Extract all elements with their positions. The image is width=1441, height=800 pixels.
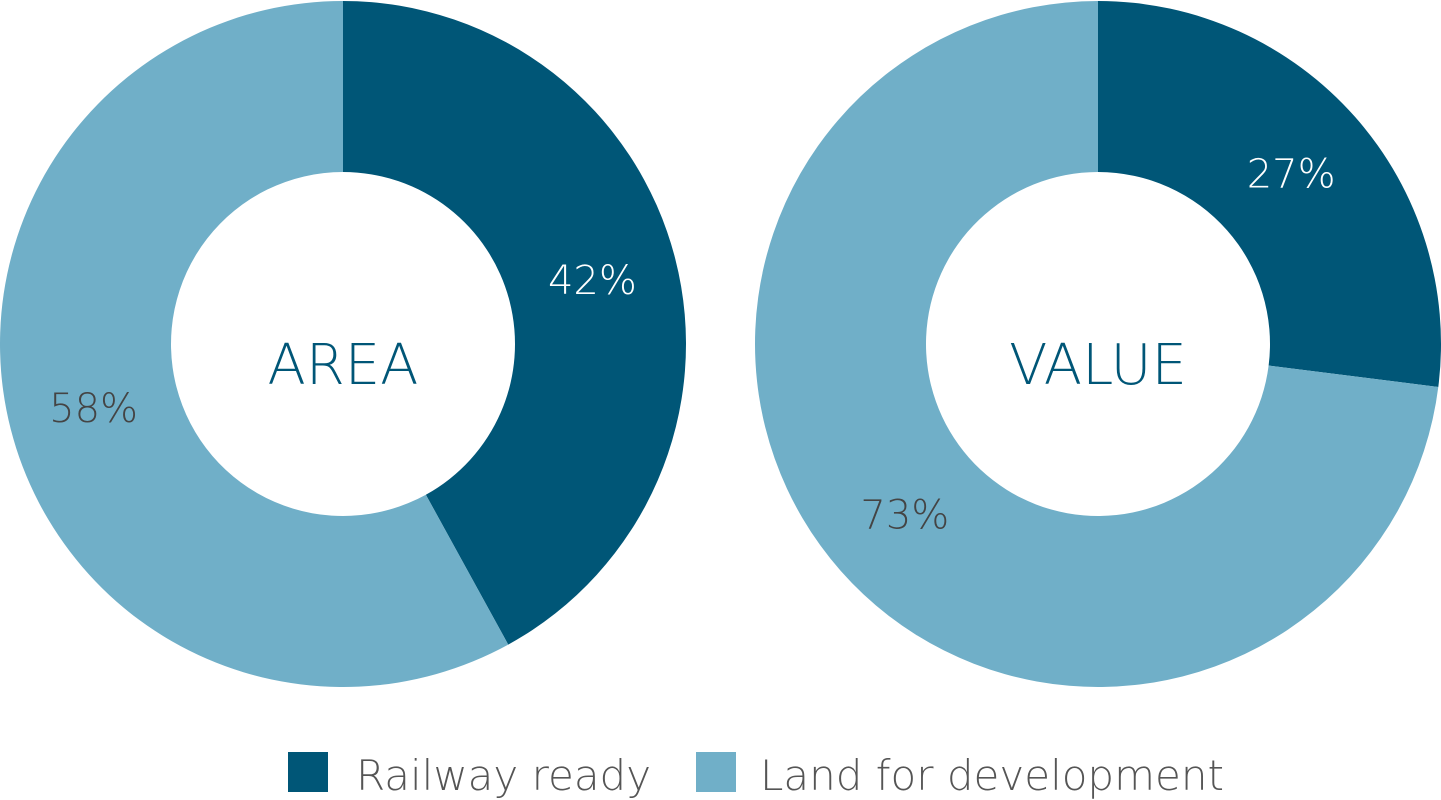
center-label-area: AREA — [268, 333, 419, 398]
legend-swatch-railway-ready — [288, 752, 328, 792]
legend-swatch-land-for-development — [696, 752, 736, 792]
slice-railway-ready-value — [1098, 1, 1441, 387]
legend: Railway ready Land for development — [288, 751, 1224, 800]
slice-label-railway-ready-area: 42% — [548, 258, 637, 304]
slice-land-for-development-area — [0, 1, 509, 687]
slice-label-railway-ready-value: 27% — [1247, 152, 1336, 198]
slice-label-land-for-development-area: 58% — [49, 386, 138, 432]
slice-label-land-for-development-value: 73% — [860, 492, 949, 538]
legend-label-land-for-development: Land for development — [760, 751, 1224, 800]
center-label-value: VALUE — [1009, 333, 1187, 398]
legend-label-railway-ready: Railway ready — [356, 751, 651, 800]
slice-land-for-development-value — [755, 1, 1439, 687]
value-donut-chart: 27% 73% VALUE — [755, 1, 1441, 687]
area-donut-chart: 42% 58% AREA — [0, 1, 687, 687]
slice-railway-ready-area — [343, 1, 687, 645]
